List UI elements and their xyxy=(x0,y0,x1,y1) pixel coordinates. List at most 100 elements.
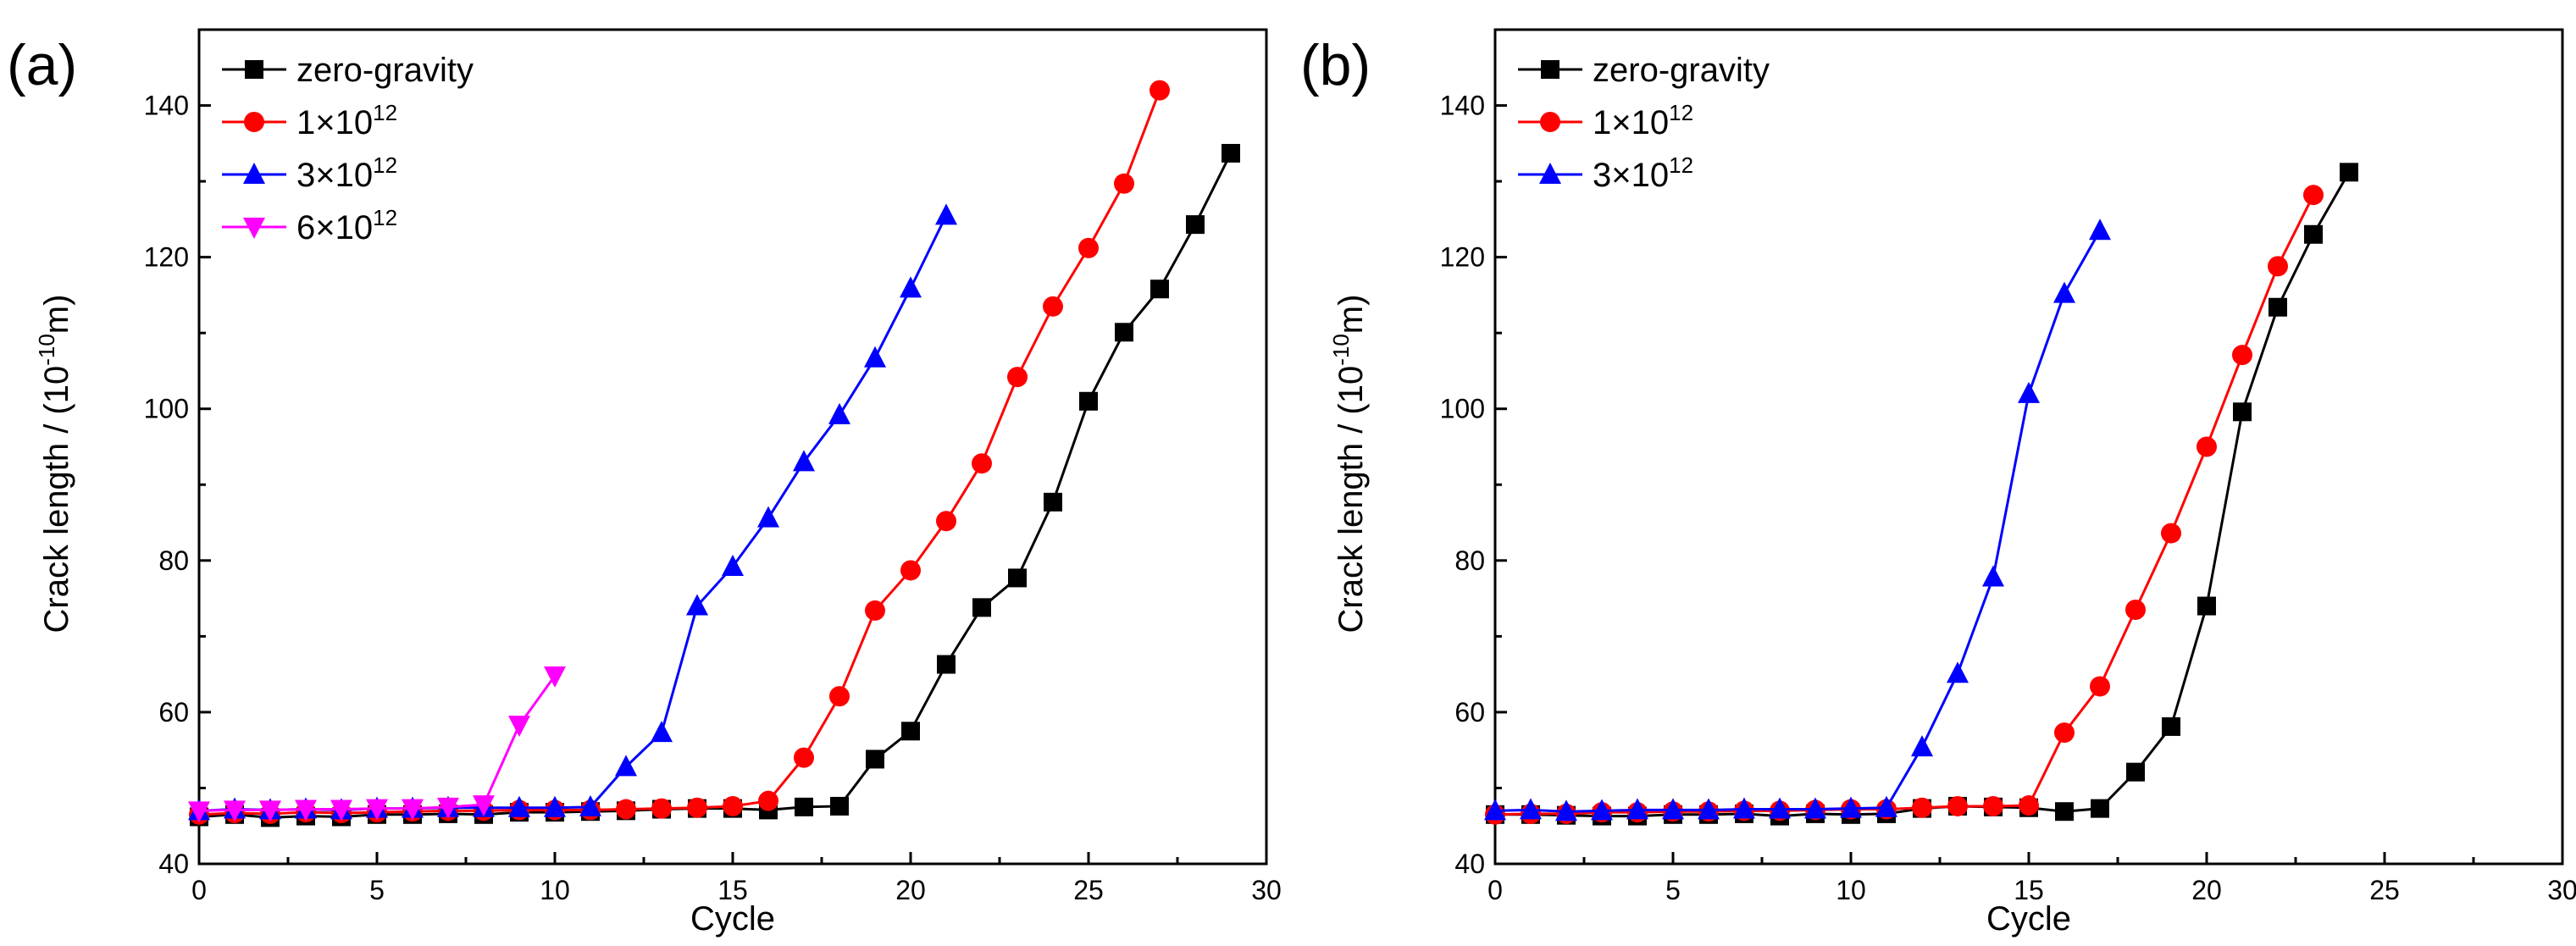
data-point xyxy=(2055,802,2074,822)
data-point xyxy=(866,750,884,769)
data-point xyxy=(2019,795,2039,816)
plot-frame xyxy=(1493,28,2564,866)
data-point xyxy=(437,797,459,819)
data-point xyxy=(1698,798,1720,820)
data-point xyxy=(544,795,566,817)
legend-label: 3×1012 xyxy=(1593,152,1693,194)
x-tick-label: 0 xyxy=(191,875,207,905)
data-point xyxy=(793,450,815,472)
data-point xyxy=(2090,676,2110,697)
x-tick-label: 20 xyxy=(2191,875,2222,905)
data-point xyxy=(508,716,530,738)
data-point xyxy=(1150,80,1170,101)
legend-marker xyxy=(243,163,265,184)
data-point xyxy=(2125,600,2146,621)
data-point xyxy=(1186,215,1205,235)
data-point xyxy=(829,686,850,707)
data-point xyxy=(2054,722,2075,744)
data-point xyxy=(722,554,744,576)
legend-label-base: 6×10 xyxy=(296,209,373,246)
legend-label-exponent: 12 xyxy=(1669,100,1693,125)
data-point xyxy=(2268,256,2288,277)
data-point xyxy=(651,721,673,743)
y-axis-title-exponent: -10 xyxy=(1328,334,1354,366)
series-line xyxy=(1494,230,2102,813)
data-point xyxy=(508,795,530,817)
y-tick-label: 120 xyxy=(144,242,189,273)
data-point xyxy=(651,798,672,819)
legend-label: zero-gravity xyxy=(1593,52,1770,89)
data-point xyxy=(2162,716,2180,736)
x-axis-title: Cycle xyxy=(690,900,775,938)
series-line xyxy=(198,152,1233,819)
data-point xyxy=(865,600,885,621)
y-tick-label: 40 xyxy=(1454,849,1485,879)
series-3 xyxy=(188,203,957,821)
data-point xyxy=(2018,381,2040,403)
data-point xyxy=(794,747,814,768)
series-4 xyxy=(188,666,566,823)
legend-label: 1×1012 xyxy=(296,100,397,141)
x-tick-label: 15 xyxy=(2014,875,2044,905)
legend-label-exponent: 12 xyxy=(373,100,397,125)
panel-label-a: (a) xyxy=(7,33,77,97)
x-tick-label: 20 xyxy=(895,875,926,905)
legend-marker xyxy=(1540,112,1560,132)
data-point xyxy=(830,796,849,816)
data-point xyxy=(1520,798,1542,820)
data-point xyxy=(1911,735,1933,757)
data-point xyxy=(686,594,708,616)
legend-label-base: zero-gravity xyxy=(1593,52,1770,89)
series-line xyxy=(1494,194,2315,816)
y-tick-label: 100 xyxy=(144,394,189,424)
data-point xyxy=(2232,345,2252,366)
data-point xyxy=(1875,795,1897,817)
legend-marker xyxy=(1539,163,1561,184)
data-point xyxy=(828,402,850,424)
data-point xyxy=(2269,297,2287,317)
y-axis-title-main: Crack length / (10 xyxy=(38,366,75,633)
data-point xyxy=(1007,367,1028,388)
data-point xyxy=(2233,402,2252,422)
data-point xyxy=(687,797,707,818)
x-tick-label: 30 xyxy=(1251,875,1282,905)
data-point xyxy=(1947,795,1968,816)
data-point xyxy=(937,655,956,674)
y-tick-label: 100 xyxy=(1440,394,1485,424)
y-tick-label: 140 xyxy=(144,91,189,121)
legend-label-exponent: 12 xyxy=(373,152,397,178)
data-point xyxy=(2053,281,2075,303)
data-point xyxy=(295,799,317,822)
data-point xyxy=(259,800,281,822)
x-tick-label: 25 xyxy=(1073,875,1104,905)
plot-frame xyxy=(197,28,1268,866)
y-tick-label: 40 xyxy=(158,849,189,879)
data-point xyxy=(224,800,246,822)
data-point xyxy=(936,511,956,532)
data-point xyxy=(900,560,921,581)
series-3 xyxy=(1484,219,2111,822)
data-point xyxy=(972,598,991,617)
legend-label-exponent: 12 xyxy=(373,205,397,230)
data-point xyxy=(1150,279,1169,299)
data-point xyxy=(2091,799,2109,818)
y-axis-title-unit: m) xyxy=(38,295,75,335)
data-point xyxy=(1733,797,1755,819)
data-point xyxy=(723,795,743,816)
x-tick-label: 0 xyxy=(1487,875,1503,905)
y-axis-title-exponent: -10 xyxy=(34,334,59,366)
data-point xyxy=(1983,795,2003,816)
data-point xyxy=(1115,323,1133,342)
data-point xyxy=(1591,799,1613,821)
data-point xyxy=(1662,798,1684,820)
data-point xyxy=(579,794,601,816)
data-point xyxy=(758,790,778,811)
legend-label: 3×1012 xyxy=(296,152,397,194)
series-line xyxy=(198,214,948,812)
data-point xyxy=(1769,797,1791,819)
data-point xyxy=(1555,799,1577,822)
panel-b: (b) 0 5 10 15 20 25 30 40 60 80 100 120 140 Cycle Crack… xyxy=(1300,28,2576,938)
x-axis-title: Cycle xyxy=(1986,900,2071,938)
